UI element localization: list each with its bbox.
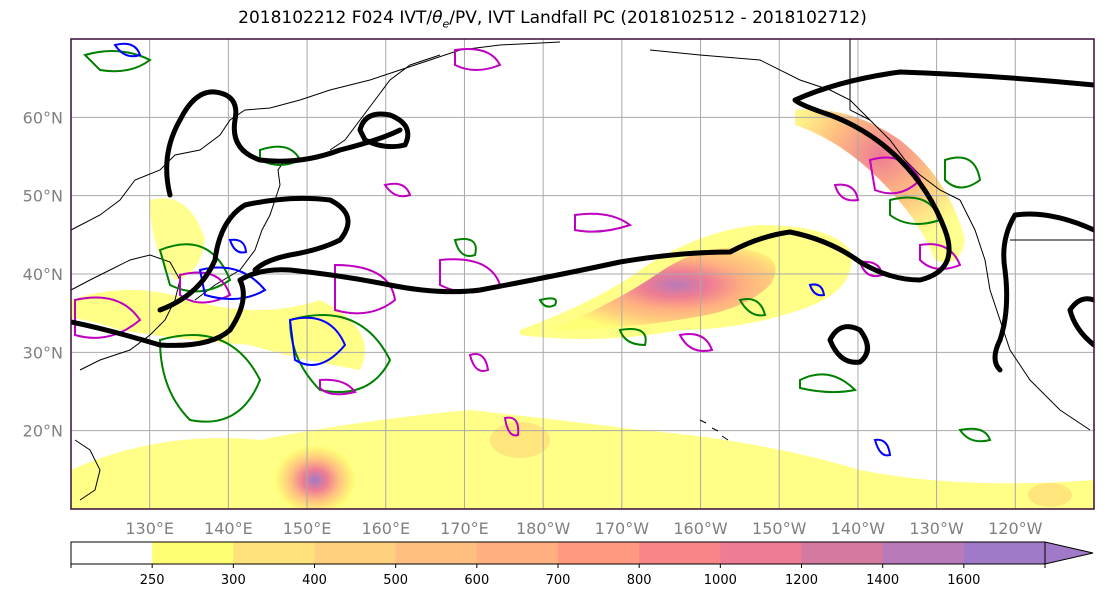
- ivt-dateline-blob: [490, 422, 550, 458]
- coastline-alaska: [649, 49, 961, 201]
- title-theta-sub: e: [442, 17, 450, 31]
- colorbar-level-label: 500: [383, 573, 408, 588]
- colorbar-level-label: 1000: [704, 573, 737, 588]
- magenta-contour-5: [574, 212, 633, 233]
- pc-contour-east-edge: [1067, 296, 1094, 348]
- longitude-tick-label: 130°W: [909, 519, 964, 538]
- latitude-tick-label: 40°N: [23, 265, 63, 284]
- green-contour-10: [738, 298, 767, 317]
- ivt-atmospheric-river-core: [555, 247, 776, 330]
- magenta-contour-1: [74, 296, 142, 339]
- colorbar-level-label: 1600: [947, 573, 980, 588]
- colorbar-level-label: 600: [464, 573, 489, 588]
- latitude-tick-label: 50°N: [23, 187, 63, 206]
- map-title: 2018102212 F024 IVT/θe/PV, IVT Landfall …: [0, 8, 1105, 30]
- colorbar-segment: [152, 542, 234, 564]
- colorbar-extend-arrow: [1044, 541, 1094, 565]
- colorbar-level-label: 1200: [785, 573, 818, 588]
- magenta-contour-11: [319, 378, 357, 396]
- green-contour-11: [618, 328, 647, 347]
- colorbar-segment: [476, 542, 559, 564]
- green-contour-6: [799, 373, 858, 394]
- ivt-west-pacific-band: [71, 290, 365, 370]
- map-plot-area: [71, 39, 1094, 509]
- longitude-tick-label: 150°W: [752, 519, 807, 538]
- colorbar-segment: [720, 542, 802, 564]
- blue-contour-6: [228, 238, 248, 254]
- colorbar-segment: [882, 542, 965, 564]
- colorbar-segment: [314, 542, 397, 564]
- pc-contour-subtropical-loop: [827, 324, 870, 365]
- green-contour-1: [83, 50, 152, 73]
- latitude-tick-label: 20°N: [23, 422, 63, 441]
- magenta-contour-12: [678, 333, 714, 352]
- pc-contours: [71, 69, 1094, 373]
- longitude-tick-label: 170°E: [440, 519, 489, 538]
- colorbar: 250 300 400 500 600 700 800 1000 1200 1400 1600: [70, 541, 1094, 588]
- longitude-tick-label: 170°W: [595, 519, 650, 538]
- colorbar-level-label: 1400: [866, 573, 899, 588]
- colorbar-segment: [395, 542, 478, 564]
- magenta-contour-6: [454, 48, 502, 71]
- magenta-contour-15: [503, 416, 520, 437]
- ivt-east-blob: [1028, 483, 1072, 507]
- coastline-kamchatka: [329, 54, 441, 151]
- blue-contour-3: [288, 316, 347, 366]
- pc-contour-north-loop: [164, 89, 403, 198]
- title-theta: θ: [432, 8, 443, 28]
- title-prefix: 2018102212 F024 IVT/: [238, 8, 433, 28]
- green-contour-13: [958, 427, 992, 443]
- longitude-tick-label: 160°E: [361, 519, 410, 538]
- green-contour-5: [453, 238, 477, 257]
- blue-contour-2: [198, 266, 267, 300]
- latitude-tick-label: 60°N: [23, 108, 63, 127]
- blue-contour-5: [808, 283, 826, 297]
- colorbar-segment: [558, 542, 640, 564]
- colorbar-segment: [963, 542, 1046, 564]
- colorbar-segment: [639, 542, 721, 564]
- colorbar-level-label: 300: [221, 573, 246, 588]
- pc-contour-asia-loop: [157, 195, 351, 313]
- colorbar-level-label: 700: [546, 573, 571, 588]
- longitude-tick-label: 140°E: [204, 519, 253, 538]
- pc-contour-na-coast: [992, 211, 1094, 373]
- green-contour-9: [538, 297, 557, 308]
- latitude-labels: 20°N 30°N 40°N 50°N 60°N: [23, 108, 63, 440]
- coastline-japan: [194, 159, 286, 301]
- colorbar-segment: [71, 542, 153, 564]
- magenta-contour-3: [334, 263, 397, 315]
- ivt-tropical-cyclone: [275, 446, 355, 509]
- magenta-contour-14: [833, 183, 860, 202]
- colorbar-level-label: 250: [140, 573, 165, 588]
- green-contour-8: [944, 156, 982, 189]
- magenta-contour-13: [383, 182, 412, 198]
- latitude-tick-label: 30°N: [23, 343, 63, 362]
- magenta-contour-8: [919, 243, 962, 270]
- longitude-tick-label: 140°W: [831, 519, 886, 538]
- colorbar-level-label: 400: [302, 573, 327, 588]
- blue-contour-4: [873, 438, 892, 457]
- longitude-tick-label: 130°E: [125, 519, 174, 538]
- magenta-contour-10: [468, 353, 490, 372]
- blue-contours: [113, 42, 892, 457]
- colorbar-level-label: 800: [627, 573, 652, 588]
- map-frame: [70, 38, 1095, 510]
- pc-contour-main: [71, 69, 1094, 348]
- longitude-tick-label: 150°E: [283, 519, 332, 538]
- coastline-philippines: [74, 439, 101, 501]
- longitude-labels: 130°E 140°E 150°E 160°E 170°E 180°W 170°W 160°W…: [125, 519, 1042, 538]
- green-contour-2: [158, 243, 232, 293]
- alaska-border: [849, 39, 871, 121]
- longitude-tick-label: 180°W: [516, 519, 571, 538]
- colorbar-segment: [233, 542, 315, 564]
- coastline-north-america: [959, 199, 1091, 431]
- longitude-tick-label: 120°W: [988, 519, 1043, 538]
- hawaii-islands: [699, 419, 729, 441]
- colorbar-segment: [801, 542, 884, 564]
- pc-contour-kamchatka-loop: [357, 111, 411, 150]
- title-suffix: /PV, IVT Landfall PC (2018102512 - 20181…: [449, 8, 867, 28]
- longitude-tick-label: 160°W: [673, 519, 728, 538]
- blue-contour-1: [113, 42, 142, 58]
